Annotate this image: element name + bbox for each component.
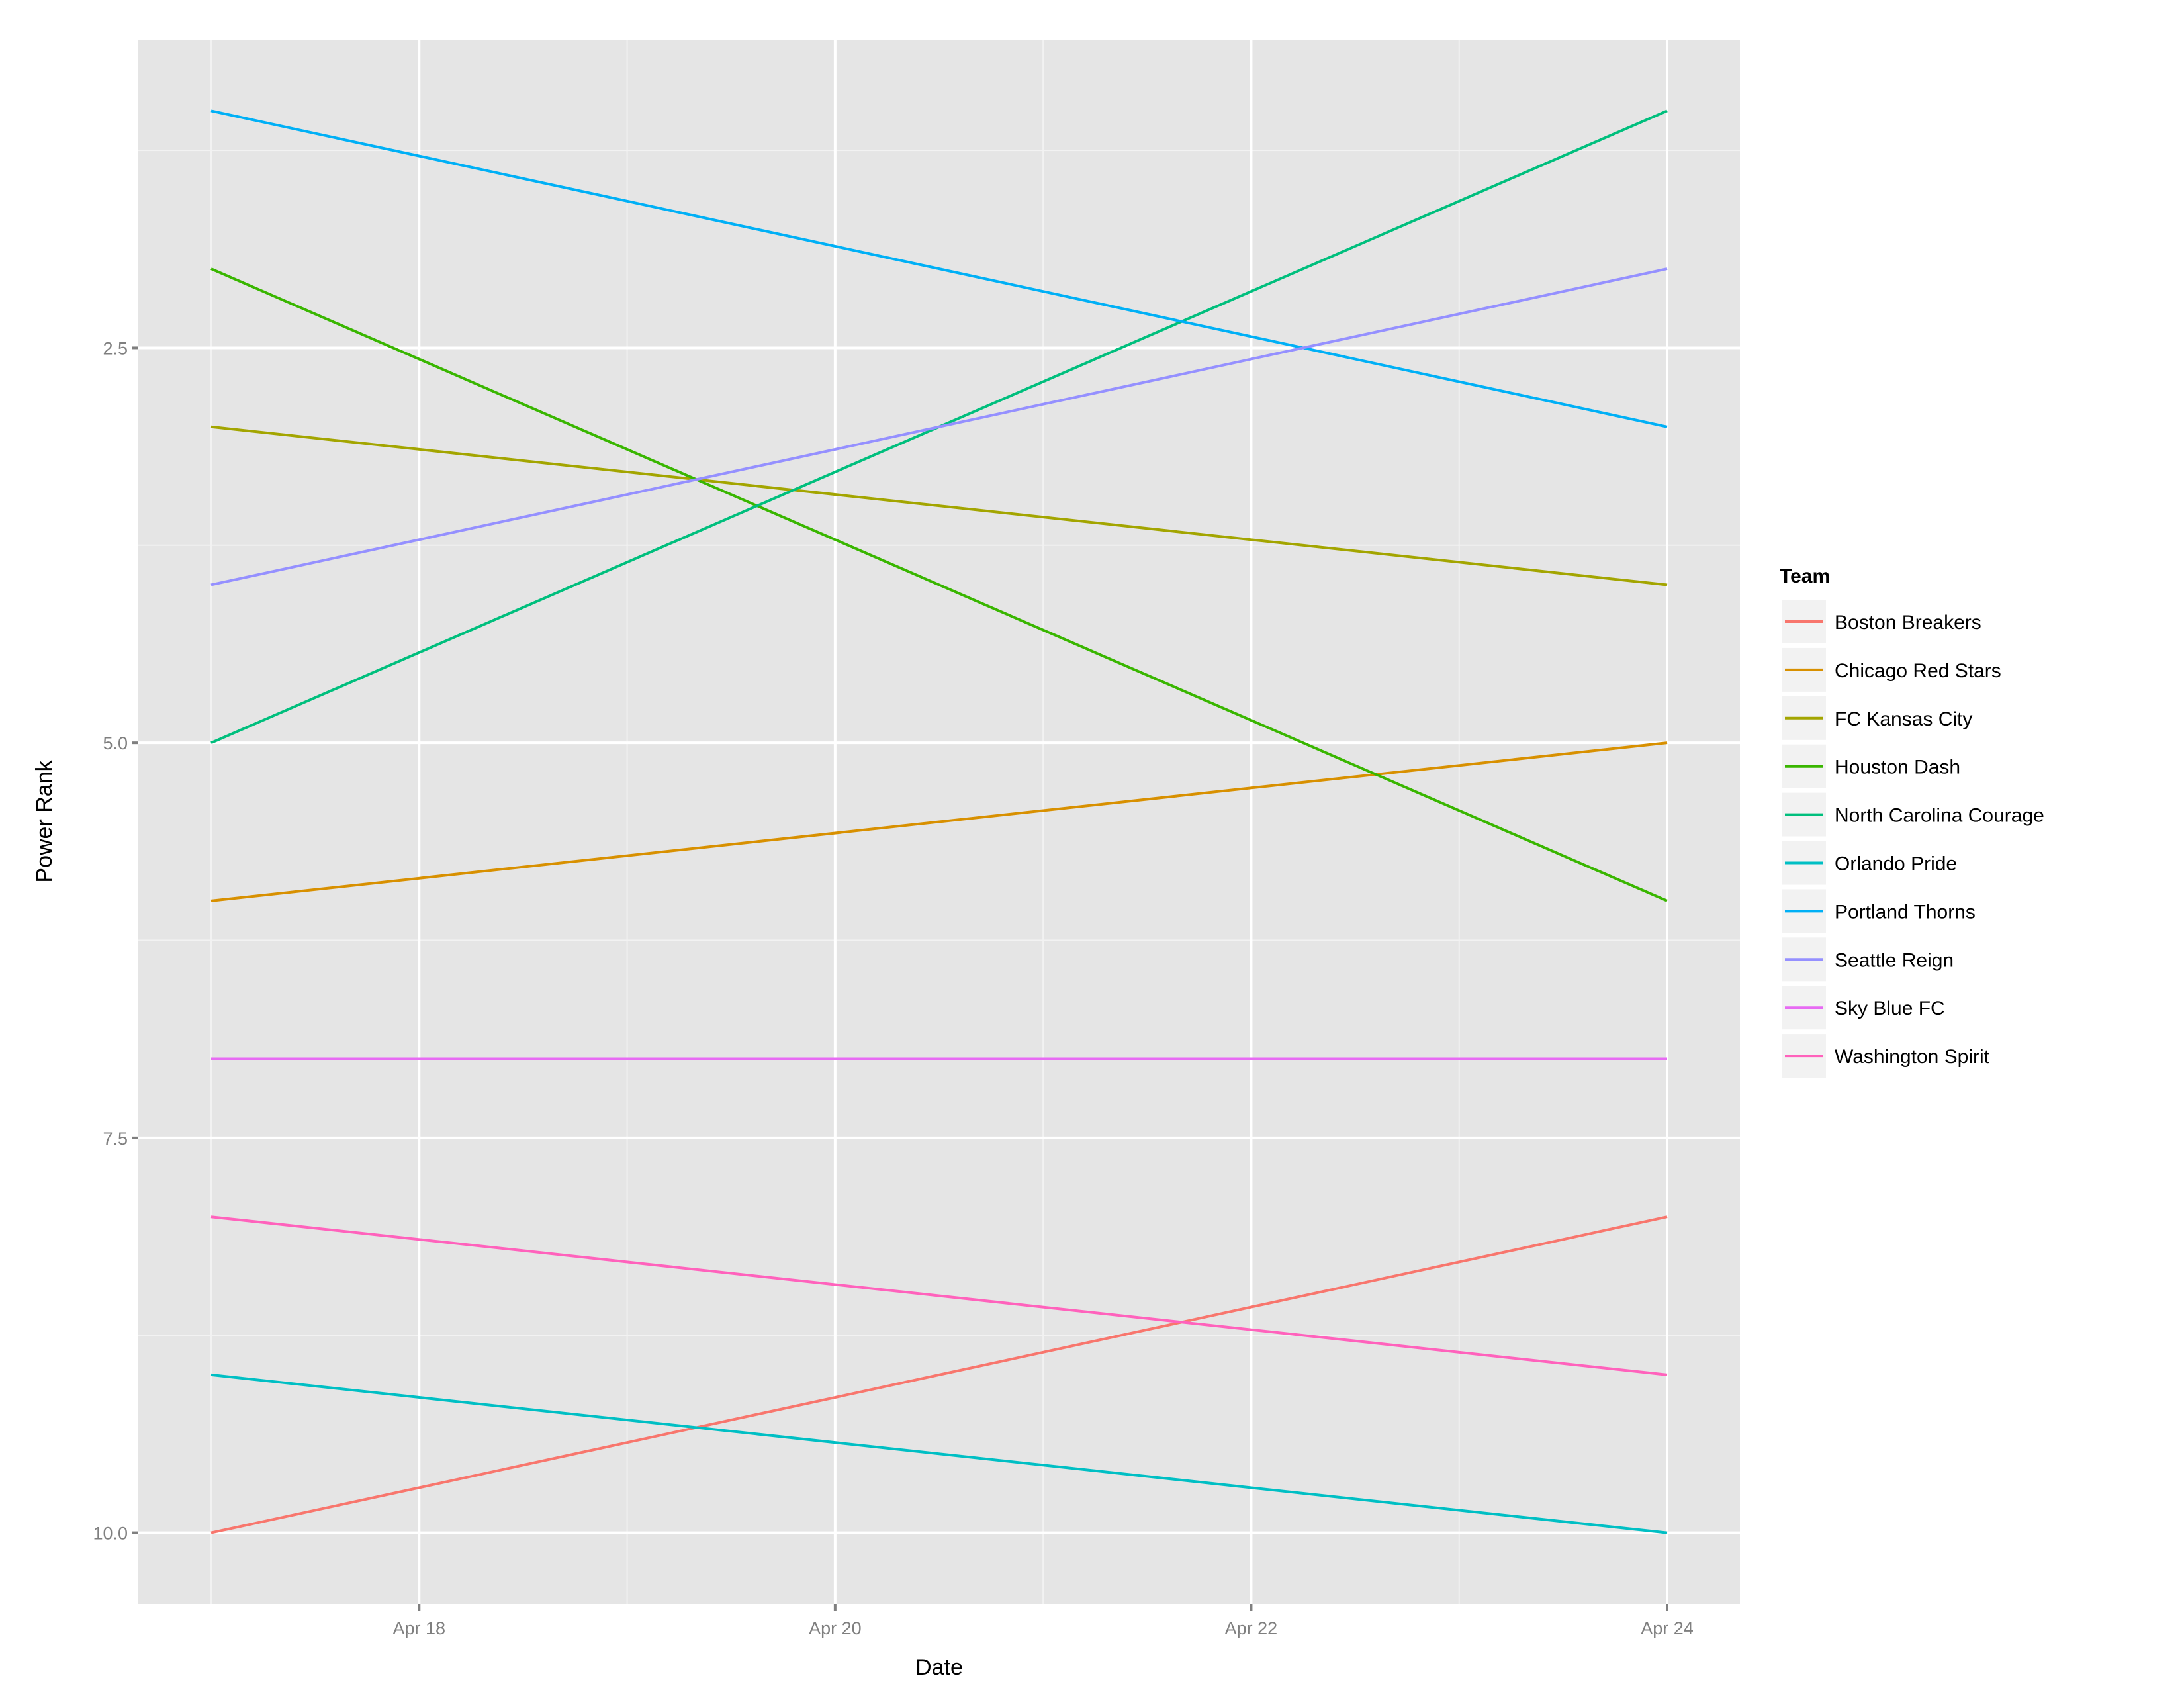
y-tick-label: 7.5 <box>103 1129 128 1149</box>
legend-label: Houston Dash <box>1835 757 1960 778</box>
series-line-houston-dash <box>210 267 1668 902</box>
series-line-washington-spirit <box>210 1215 1668 1376</box>
series-line-seattle-reign <box>210 267 1668 586</box>
series-line-portland-thorns <box>210 109 1668 428</box>
x-tick-label: Apr 18 <box>393 1618 446 1638</box>
x-tick-label: Apr 22 <box>1225 1618 1278 1638</box>
legend: Team Boston Breakers Chicago Red Stars FC … <box>1780 565 2044 1080</box>
y-tick-label: 10.0 <box>93 1524 128 1544</box>
y-tick-label: 2.5 <box>103 338 128 358</box>
legend-label: North Carolina Courage <box>1835 805 2044 827</box>
legend-label: FC Kansas City <box>1835 708 1972 730</box>
series-line-orlando-pride <box>210 1373 1668 1534</box>
x-tick-label: Apr 24 <box>1641 1618 1694 1638</box>
x-tick-label: Apr 20 <box>809 1618 862 1638</box>
legend-label: Orlando Pride <box>1835 853 1957 875</box>
legend-title: Team <box>1780 565 1830 587</box>
legend-label: Sky Blue FC <box>1835 998 1945 1019</box>
legend-label: Washington Spirit <box>1835 1046 1990 1068</box>
legend-label: Seattle Reign <box>1835 949 1954 971</box>
series-line-fc-kansas-city <box>210 425 1668 586</box>
legend-label: Chicago Red Stars <box>1835 660 2001 682</box>
legend-label: Portland Thorns <box>1835 901 1976 923</box>
x-axis-title: Date <box>915 1655 963 1680</box>
legend-label: Boston Breakers <box>1835 612 1981 633</box>
y-axis-title: Power Rank <box>32 759 57 882</box>
series-line-boston-breakers <box>210 1215 1668 1534</box>
y-tick-label: 5.0 <box>103 733 128 753</box>
series-line-chicago-red-stars <box>210 741 1668 902</box>
